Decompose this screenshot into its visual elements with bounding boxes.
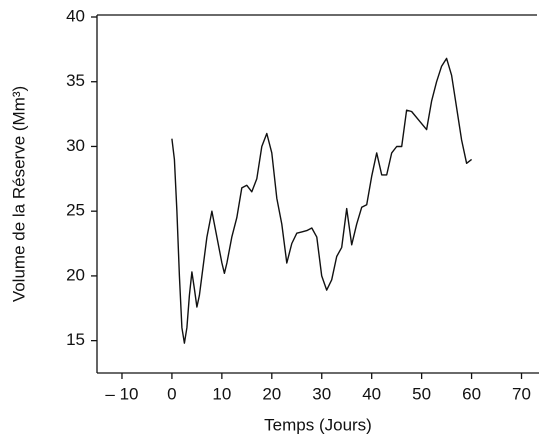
- x-tick-label: 50: [412, 384, 431, 403]
- y-tick-label: 20: [66, 265, 85, 284]
- x-tick-label: 60: [462, 384, 481, 403]
- x-tick-label: 20: [262, 384, 281, 403]
- data-line: [171, 57, 473, 344]
- x-tick-label: – 10: [105, 384, 138, 403]
- x-tick-label: 10: [212, 384, 231, 403]
- y-tick-label: 40: [66, 6, 85, 25]
- x-tick-label: 30: [312, 384, 331, 403]
- y-tick-label: 15: [66, 330, 85, 349]
- x-tick-label: 70: [512, 384, 531, 403]
- x-tick-label: 0: [167, 384, 176, 403]
- x-tick-label: 40: [362, 384, 381, 403]
- y-tick-label: 35: [66, 71, 85, 90]
- y-axis-label: Volume de la Réserve (Mm³): [9, 86, 28, 302]
- x-axis-label: Temps (Jours): [264, 415, 372, 434]
- y-tick-label: 25: [66, 201, 85, 220]
- y-tick-label: 30: [66, 136, 85, 155]
